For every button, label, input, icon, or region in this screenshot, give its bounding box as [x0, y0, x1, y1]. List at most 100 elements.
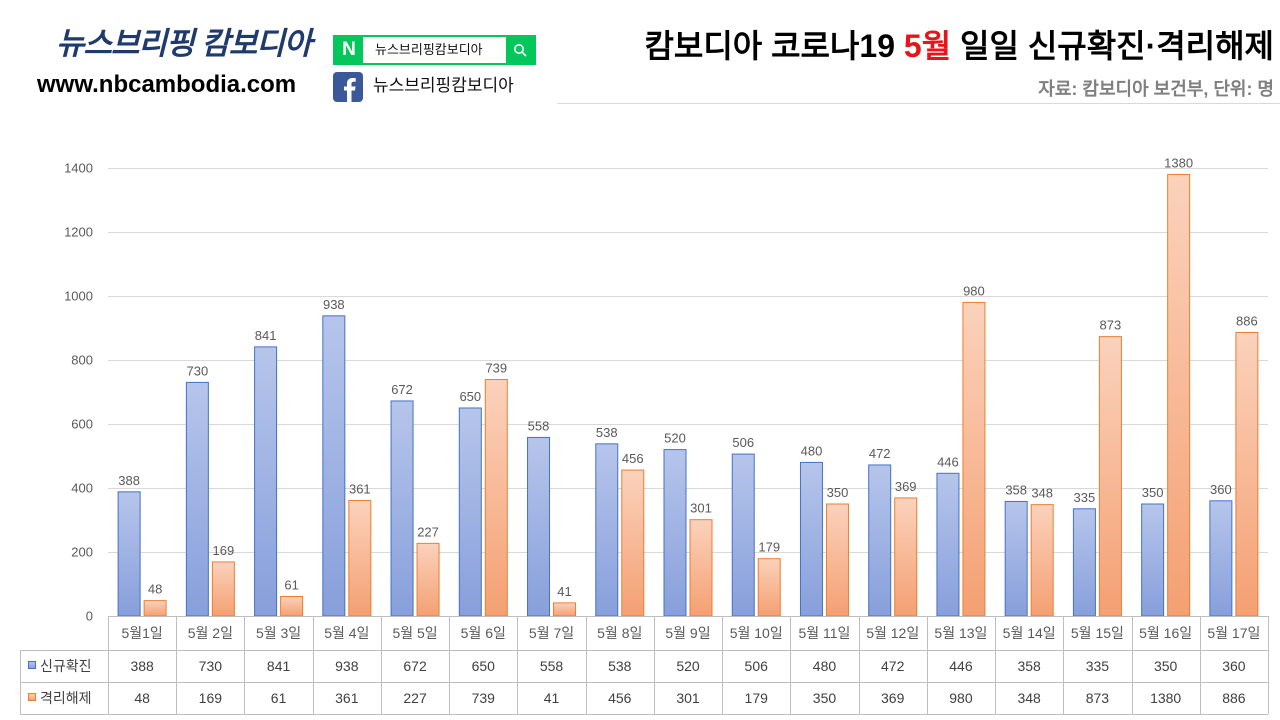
- x-category-label: 5월 5일: [392, 625, 437, 641]
- data-label-new-cases: 520: [664, 431, 686, 446]
- data-label-released: 873: [1100, 318, 1122, 333]
- title-highlight: 5월: [903, 28, 952, 64]
- bar-new-cases: [868, 464, 892, 617]
- data-label-released: 456: [622, 451, 644, 466]
- y-tick-label: 0: [86, 609, 93, 624]
- x-category-label: 5월 13일: [934, 625, 987, 641]
- table-cell-new-cases: 650: [472, 658, 496, 674]
- data-label-new-cases: 841: [255, 328, 277, 343]
- table-cell-released: 873: [1086, 690, 1110, 706]
- bar-released: [280, 595, 304, 617]
- table-cell-new-cases: 358: [1017, 658, 1041, 674]
- data-label-new-cases: 358: [1005, 482, 1027, 497]
- bar-new-cases: [390, 400, 414, 617]
- bar-released: [1235, 331, 1259, 617]
- table-cell-new-cases: 558: [540, 658, 564, 674]
- table-cell-released: 739: [472, 690, 496, 706]
- x-category-label: 5월 2일: [188, 625, 233, 641]
- naver-search-badge: N 뉴스브리핑캄보디아: [333, 35, 536, 65]
- table-cell-released: 348: [1017, 690, 1041, 706]
- x-category-label: 5월 14일: [1003, 625, 1056, 641]
- table-cell-released: 48: [134, 690, 150, 706]
- header-divider: [557, 103, 1280, 104]
- legend-key-released: [28, 693, 36, 701]
- facebook-page-name: 뉴스브리핑캄보디아: [373, 76, 514, 95]
- x-category-label: 5월 7일: [529, 625, 574, 641]
- bar-released: [143, 600, 167, 617]
- data-label-released: 1380: [1164, 155, 1193, 170]
- data-label-released: 980: [963, 283, 985, 298]
- naver-search-button: [506, 37, 534, 63]
- x-category-label: 5월 4일: [324, 625, 369, 641]
- y-tick-label: 1000: [64, 289, 93, 304]
- data-label-released: 41: [557, 584, 571, 599]
- data-label-new-cases: 480: [801, 443, 823, 458]
- data-label-released: 48: [148, 582, 162, 597]
- y-tick-label: 800: [71, 353, 93, 368]
- table-cell-released: 1380: [1150, 690, 1181, 706]
- x-category-label: 5월1일: [121, 625, 162, 641]
- bar-released: [553, 602, 577, 617]
- data-label-released: 739: [485, 361, 507, 376]
- bar-released: [348, 499, 372, 617]
- table-cell-new-cases: 350: [1154, 658, 1178, 674]
- bar-new-cases: [595, 443, 619, 617]
- search-icon: [514, 44, 527, 57]
- table-cell-new-cases: 841: [267, 658, 291, 674]
- data-label-new-cases: 360: [1210, 482, 1232, 497]
- x-category-label: 5월 12일: [866, 625, 919, 641]
- y-tick-label: 1400: [64, 161, 93, 176]
- table-cell-released: 41: [544, 690, 560, 706]
- logo-text: 뉴스브리핑 캄보디아: [56, 26, 312, 61]
- bar-new-cases: [799, 461, 823, 617]
- data-label-new-cases: 730: [187, 363, 209, 378]
- bar-new-cases: [254, 346, 278, 617]
- bar-new-cases: [1209, 500, 1233, 617]
- data-label-new-cases: 472: [869, 446, 891, 461]
- bar-released: [894, 497, 918, 617]
- data-label-new-cases: 938: [323, 297, 345, 312]
- data-label-new-cases: 672: [391, 382, 413, 397]
- chart-source-note: 자료: 캄보디아 보건부, 단위: 명: [1038, 79, 1274, 99]
- data-label-released: 61: [284, 577, 298, 592]
- bar-released: [1098, 336, 1122, 617]
- bar-released: [1030, 504, 1054, 617]
- table-cell-new-cases: 480: [813, 658, 837, 674]
- table-cell-released: 886: [1222, 690, 1246, 706]
- naver-search-query: 뉴스브리핑캄보디아: [375, 42, 483, 57]
- y-tick-label: 400: [71, 481, 93, 496]
- x-category-label: 5월 8일: [597, 625, 642, 641]
- bar-new-cases: [458, 407, 482, 617]
- data-label-released: 179: [758, 540, 780, 555]
- data-label-released: 169: [213, 543, 235, 558]
- bar-released: [825, 503, 849, 617]
- data-label-released: 886: [1236, 313, 1258, 328]
- bar-released: [757, 558, 781, 617]
- bar-new-cases: [527, 436, 551, 617]
- x-category-label: 5월 11일: [798, 625, 850, 641]
- bar-new-cases: [117, 491, 141, 617]
- data-label-new-cases: 650: [459, 389, 481, 404]
- table-cell-released: 350: [813, 690, 837, 706]
- bar-released: [689, 519, 713, 617]
- table-cell-new-cases: 335: [1086, 658, 1110, 674]
- table-cell-new-cases: 938: [335, 658, 359, 674]
- table-cell-released: 169: [199, 690, 223, 706]
- bar-released: [484, 379, 508, 617]
- table-cell-new-cases: 360: [1222, 658, 1246, 674]
- bar-new-cases: [1141, 503, 1165, 617]
- table-cell-new-cases: 672: [403, 658, 427, 674]
- chart-title: 캄보디아 코로나19 5월 일일 신규확진·격리해제: [644, 28, 1274, 64]
- bar-released: [416, 542, 440, 617]
- chart-plot-layer: 0 200 400 600 800 1000 1200 1400 388 48 730 169 841 6…: [20, 155, 1269, 715]
- bar-new-cases: [1004, 500, 1028, 617]
- data-label-released: 361: [349, 481, 371, 496]
- table-cell-released: 61: [271, 690, 287, 706]
- legend-label-new-cases: 신규확진: [40, 658, 92, 674]
- table-cell-released: 361: [335, 690, 359, 706]
- legend-label-released: 격리해제: [40, 690, 92, 706]
- x-category-label: 5월 16일: [1139, 625, 1192, 641]
- bar-chart: 0 200 400 600 800 1000 1200 1400 388 48 730 169 841 6…: [20, 155, 1269, 715]
- data-label-new-cases: 558: [528, 418, 550, 433]
- data-label-released: 301: [690, 501, 712, 516]
